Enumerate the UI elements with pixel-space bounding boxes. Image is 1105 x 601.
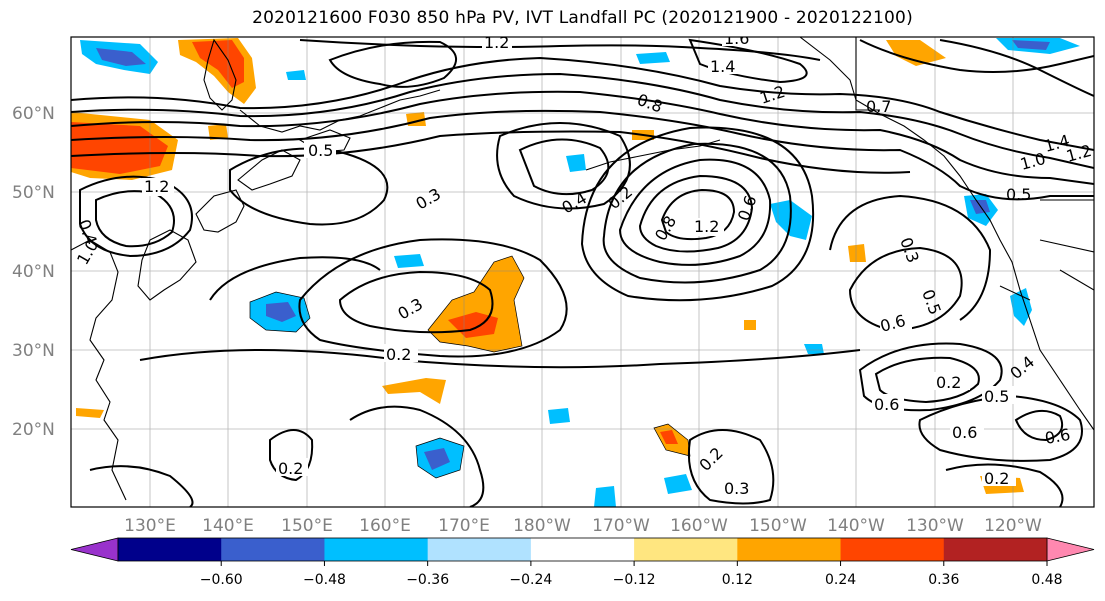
colorbar-segment (530, 538, 635, 561)
lat-label: 40°N (12, 262, 55, 282)
colorbar-tick-label: 0.48 (1031, 572, 1062, 588)
pv-outline (249, 255, 691, 479)
pv-positive-patch (660, 430, 678, 444)
pv-negative-patch (664, 474, 692, 494)
colorbar-segment (840, 538, 945, 561)
lat-label: 60°N (12, 104, 55, 124)
lon-label: 160°W (670, 516, 728, 536)
pv-negative-patch (594, 486, 616, 507)
pv-negative-patch (636, 52, 670, 64)
contour-label: 1.6 (724, 29, 749, 48)
contour-label: 0.2 (386, 345, 411, 364)
lon-label: 140°W (827, 516, 885, 536)
contour-label: 0.7 (866, 97, 891, 116)
colorbar-tick-label: −0.48 (303, 572, 346, 588)
pv-positive-patch (848, 244, 866, 262)
lon-label: 170°E (438, 516, 490, 536)
contour-label: 0.2 (984, 469, 1009, 488)
lon-label: 120°W (984, 516, 1042, 536)
colorbar-frame (117, 537, 1048, 562)
contour-label: 0.3 (724, 479, 749, 498)
pv-positive-patch (76, 408, 104, 418)
pv-positive-patch (208, 124, 228, 140)
pv-positive-patch (71, 122, 168, 174)
contour-label: 1.2 (484, 33, 509, 52)
colorbar-segment (634, 538, 738, 561)
longitude-labels: 130°E 140°E 150°E 160°E 170°E 180°W 170°… (124, 516, 1042, 536)
contour-label: 0.6 (874, 395, 899, 414)
colorbar-tick-label: −0.12 (613, 572, 656, 588)
pv-negative-patch (1010, 288, 1032, 326)
colorbar-segment (943, 538, 1048, 561)
pv-negative-patch (424, 448, 450, 470)
pv-negative-patch (1012, 40, 1050, 50)
contour-label: 0.5 (984, 387, 1009, 406)
latitude-labels: 60°N 50°N 40°N 30°N 20°N (12, 104, 55, 440)
lon-label: 140°E (202, 516, 254, 536)
lon-label: 130°W (906, 516, 964, 536)
pv-negative-patch (96, 48, 146, 66)
contour-label: 0.6 (952, 423, 977, 442)
colorbar-tick-label: 0.12 (722, 572, 753, 588)
colorbar-tick-label: 0.36 (928, 572, 959, 588)
lon-label: 170°W (592, 516, 650, 536)
contour-label: 1.2 (144, 177, 169, 196)
colorbar: −0.60 −0.48 −0.36 −0.24 −0.12 0.12 0.24 0.36 0.4… (70, 537, 1095, 588)
lat-label: 20°N (12, 420, 55, 440)
colorbar-segment (737, 538, 842, 561)
contour-label: 1.4 (710, 57, 735, 76)
lon-label: 160°E (359, 516, 411, 536)
colorbar-segment (324, 538, 429, 561)
lon-label: 180°W (513, 516, 571, 536)
contour-label: 0.6 (1043, 425, 1071, 448)
lon-label: 150°E (281, 516, 333, 536)
contour-label: 1.2 (694, 217, 719, 236)
contour-label: 0.2 (936, 373, 961, 392)
map-title: 2020121600 F030 850 hPa PV, IVT Landfall… (252, 8, 913, 28)
pv-positive-patch (382, 378, 446, 404)
contour-label: 0.5 (1006, 185, 1031, 204)
plot-frame (70, 36, 1095, 508)
pv-shading (71, 38, 1080, 507)
pv-negative-patch (566, 154, 586, 172)
colorbar-tick-label: −0.60 (200, 572, 243, 588)
pv-positive-patch (886, 40, 946, 66)
pv-positive-patch (428, 256, 524, 352)
lon-label: 150°W (749, 516, 807, 536)
pv-negative-patch (266, 302, 296, 322)
pv-positive-patch (192, 40, 244, 88)
colorbar-tick-label: −0.36 (406, 572, 449, 588)
pv-negative-patch (970, 200, 990, 214)
lat-label: 30°N (12, 341, 55, 361)
colorbar-tick-label: −0.24 (509, 572, 552, 588)
colorbar-extension-low (70, 537, 119, 562)
pv-negative-patch (804, 344, 824, 354)
colorbar-segment (427, 538, 532, 561)
pv-negative-patch (286, 70, 306, 80)
contour-label: 0.2 (278, 459, 303, 478)
pv-negative-patch (394, 254, 424, 268)
colorbar-segment (118, 538, 222, 561)
contour-label: 0.5 (308, 141, 333, 160)
pv-positive-patch (744, 320, 756, 330)
colorbar-extension-high (1046, 537, 1095, 562)
lat-label: 50°N (12, 183, 55, 203)
pv-negative-patch (548, 408, 570, 424)
lon-label: 130°E (124, 516, 176, 536)
colorbar-segment (221, 538, 325, 561)
colorbar-tick-label: 0.24 (825, 572, 856, 588)
